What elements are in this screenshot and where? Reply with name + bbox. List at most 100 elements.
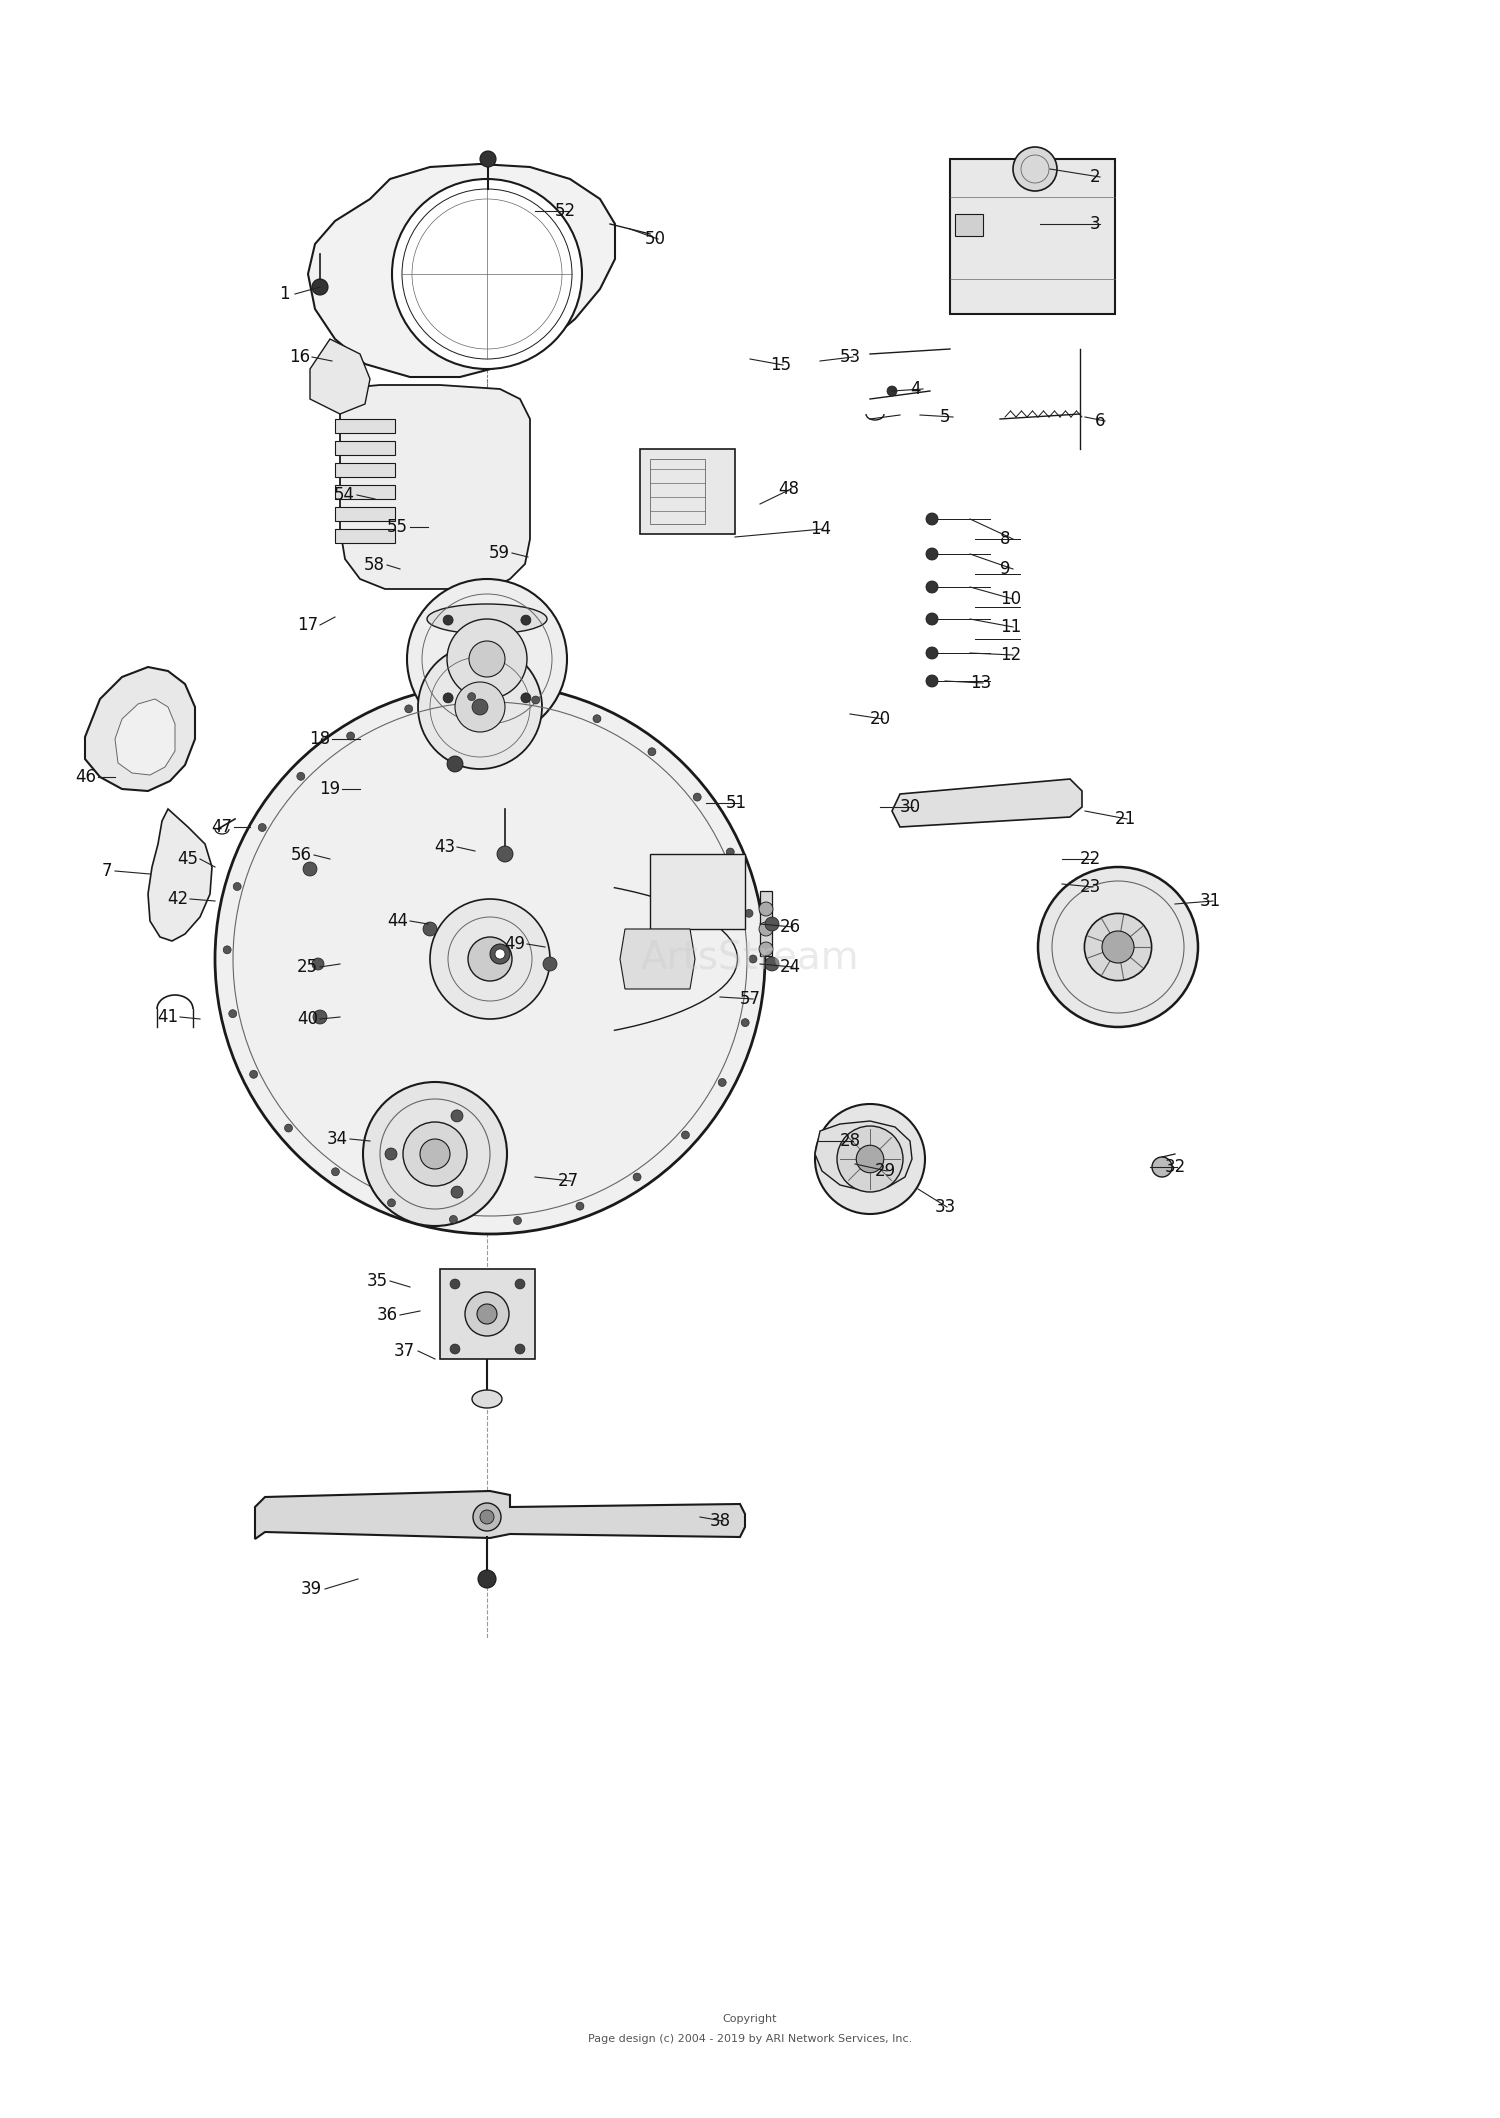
Text: 52: 52: [555, 201, 576, 220]
Text: ArtsStream: ArtsStream: [640, 940, 860, 979]
Circle shape: [468, 936, 512, 981]
Bar: [956, 214, 982, 235]
Circle shape: [228, 1010, 237, 1017]
Text: 50: 50: [645, 231, 666, 248]
Circle shape: [442, 693, 453, 703]
Circle shape: [633, 1173, 640, 1182]
Circle shape: [363, 1082, 507, 1226]
Text: 3: 3: [1090, 216, 1101, 233]
Polygon shape: [308, 163, 615, 377]
Polygon shape: [255, 1491, 746, 1540]
Circle shape: [765, 957, 778, 970]
Circle shape: [531, 697, 540, 703]
Circle shape: [926, 612, 938, 625]
Text: 19: 19: [320, 779, 340, 798]
Polygon shape: [86, 667, 195, 790]
Bar: [440, 1269, 536, 1360]
Polygon shape: [310, 339, 370, 413]
Circle shape: [746, 909, 753, 917]
Circle shape: [285, 1125, 292, 1131]
Circle shape: [480, 150, 496, 167]
Circle shape: [312, 957, 324, 970]
Text: 59: 59: [489, 544, 510, 561]
Polygon shape: [334, 385, 530, 589]
Circle shape: [450, 1345, 460, 1353]
Text: 33: 33: [934, 1199, 957, 1216]
Polygon shape: [148, 809, 211, 940]
Text: 43: 43: [433, 839, 454, 856]
Text: 39: 39: [302, 1580, 322, 1597]
Circle shape: [576, 1203, 584, 1209]
Circle shape: [837, 1127, 903, 1192]
Text: Page design (c) 2004 - 2019 by ARI Network Services, Inc.: Page design (c) 2004 - 2019 by ARI Netwo…: [588, 2033, 912, 2044]
Text: 38: 38: [710, 1512, 730, 1529]
Text: 7: 7: [102, 862, 112, 879]
Text: 51: 51: [726, 794, 747, 811]
Circle shape: [495, 949, 506, 959]
Polygon shape: [334, 506, 394, 521]
Circle shape: [520, 614, 531, 625]
Text: 55: 55: [387, 519, 408, 536]
Text: 9: 9: [1000, 559, 1011, 578]
Polygon shape: [334, 419, 394, 432]
Circle shape: [472, 699, 488, 716]
Polygon shape: [334, 530, 394, 542]
Circle shape: [452, 1186, 464, 1199]
Circle shape: [759, 902, 772, 915]
Bar: [650, 854, 746, 930]
Circle shape: [312, 280, 328, 294]
Text: 56: 56: [291, 845, 312, 864]
Polygon shape: [116, 699, 176, 775]
Text: 54: 54: [334, 485, 356, 504]
Text: 45: 45: [177, 849, 198, 868]
Bar: [950, 159, 1114, 313]
Text: Copyright: Copyright: [723, 2014, 777, 2025]
Circle shape: [1038, 866, 1199, 1027]
Circle shape: [423, 921, 436, 936]
Circle shape: [514, 1279, 525, 1290]
Circle shape: [450, 1279, 460, 1290]
Bar: [760, 892, 772, 955]
Circle shape: [447, 618, 526, 699]
Ellipse shape: [472, 1389, 502, 1408]
Bar: [640, 449, 735, 534]
Circle shape: [1102, 932, 1134, 964]
Circle shape: [249, 1070, 258, 1078]
Text: 4: 4: [910, 379, 921, 398]
Circle shape: [726, 847, 735, 856]
Text: 1: 1: [279, 286, 290, 303]
Polygon shape: [334, 464, 394, 477]
Text: 25: 25: [297, 957, 318, 976]
Circle shape: [405, 705, 412, 714]
Text: 21: 21: [1114, 809, 1137, 828]
Circle shape: [718, 1078, 726, 1087]
Polygon shape: [334, 441, 394, 455]
Polygon shape: [815, 1120, 912, 1190]
Circle shape: [332, 1167, 339, 1175]
Circle shape: [513, 1216, 522, 1224]
Text: 22: 22: [1080, 849, 1101, 868]
Text: 58: 58: [364, 557, 386, 574]
Circle shape: [1013, 146, 1058, 191]
Text: 2: 2: [1090, 167, 1101, 186]
Circle shape: [392, 180, 582, 369]
Text: 28: 28: [840, 1131, 861, 1150]
Text: 12: 12: [1000, 646, 1022, 665]
Circle shape: [297, 773, 304, 779]
Circle shape: [386, 1148, 398, 1161]
Circle shape: [224, 947, 231, 953]
Circle shape: [748, 955, 758, 964]
Circle shape: [442, 614, 453, 625]
Text: 15: 15: [770, 356, 790, 375]
Text: 49: 49: [504, 934, 525, 953]
Circle shape: [214, 684, 765, 1235]
Circle shape: [232, 883, 242, 890]
Circle shape: [465, 1292, 509, 1336]
Circle shape: [759, 921, 772, 936]
Text: 16: 16: [290, 347, 310, 366]
Circle shape: [886, 385, 897, 396]
Circle shape: [648, 748, 656, 756]
Text: 14: 14: [810, 521, 831, 538]
Text: 17: 17: [297, 616, 318, 633]
Circle shape: [765, 917, 778, 932]
